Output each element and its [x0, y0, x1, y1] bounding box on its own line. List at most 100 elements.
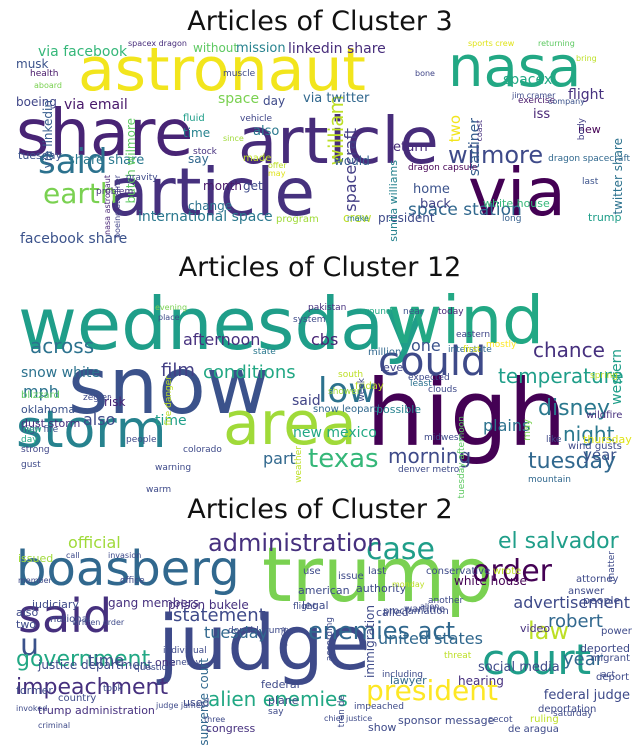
- cloud-word: fluid: [183, 113, 205, 124]
- cloud-word: since: [223, 134, 244, 143]
- cloud-word: say: [268, 707, 284, 717]
- cloud-word: area: [223, 389, 357, 459]
- cloud-word: country: [58, 693, 97, 704]
- cloud-word: dust storm: [21, 417, 81, 430]
- cloud-word: back: [420, 197, 451, 212]
- cloud-word: colorado: [183, 445, 222, 455]
- cloud-word: advertisement: [513, 593, 630, 612]
- cloud-word: via twitter: [303, 91, 370, 106]
- cloud-word: disney: [538, 396, 611, 421]
- cloud-word: south: [338, 370, 364, 380]
- cloud-word: wartime: [404, 604, 446, 615]
- cloud-word: change: [188, 199, 233, 213]
- cloud-word: prison bukele: [168, 598, 249, 612]
- cloud-word: dragon capsule: [408, 163, 478, 173]
- cloud-word: fire danger: [164, 376, 174, 426]
- cloud-word: administration: [208, 529, 383, 557]
- cloud-word: wind gusts: [568, 441, 622, 452]
- cloud-word: tuesday: [18, 149, 63, 162]
- cloud-word: tuesday afternoon: [457, 416, 467, 499]
- cloud-word: million: [368, 347, 402, 358]
- cloud-word: shower: [328, 387, 361, 397]
- cloud-word: spacex dragon: [128, 40, 187, 48]
- cloud-word: said: [38, 142, 108, 182]
- cloud-word: month: [203, 179, 242, 193]
- cloud-word: may: [268, 169, 286, 178]
- cloud-word: last: [582, 177, 599, 187]
- cloud-word: muscle: [223, 69, 256, 79]
- cloud-word: space station: [408, 200, 522, 220]
- cloud-word: expected: [408, 373, 450, 383]
- cloud-word: member: [18, 576, 52, 585]
- cloud-word: boeing starliner: [113, 175, 122, 239]
- cloud-word: robert: [548, 611, 603, 632]
- cluster-3-title: Articles of Cluster 3: [187, 6, 453, 37]
- cloud-word: program: [276, 214, 319, 225]
- cloud-word: astronaut: [78, 40, 366, 105]
- cloud-word: first: [463, 345, 481, 355]
- cloud-word: sports crew: [468, 40, 515, 48]
- cloud-word: nasa: [448, 40, 582, 100]
- cloud-word: week: [357, 378, 367, 402]
- cloud-word: day: [21, 435, 38, 445]
- cloud-word: snow white: [21, 365, 100, 381]
- cloud-word: tuesday: [528, 449, 617, 474]
- cloud-word: interstate: [448, 345, 492, 355]
- cloud-word: statement: [173, 605, 266, 626]
- cloud-word: jim cramer: [512, 91, 556, 100]
- cloud-word: federal judge: [543, 688, 630, 703]
- cloud-word: plane: [268, 694, 299, 707]
- cloud-word: office: [120, 576, 145, 586]
- cloud-word: like: [546, 435, 562, 445]
- cloud-word: conditions: [203, 362, 296, 383]
- cloud-word: show: [368, 721, 397, 734]
- cloud-word: snow leopard: [313, 404, 380, 415]
- cloud-word: court: [482, 635, 592, 684]
- cloud-word: new mexico: [293, 425, 377, 441]
- cloud-word: individual: [163, 646, 207, 656]
- cloud-word: time: [88, 651, 125, 670]
- cloud-word: place: [158, 313, 180, 322]
- cloud-word: time: [183, 126, 211, 140]
- cloud-word: pakistan: [308, 303, 347, 313]
- cloud-word: sponsor message: [398, 714, 495, 727]
- cloud-word: warm: [146, 485, 172, 495]
- cloud-word: also: [253, 124, 280, 139]
- cloud-word: el salvador: [498, 529, 619, 554]
- cluster-12-title: Articles of Cluster 12: [178, 252, 462, 283]
- cloud-word: mountain: [528, 475, 571, 485]
- cloud-word: two: [16, 618, 37, 631]
- cloud-word: wilmore: [448, 141, 544, 169]
- cloud-word: two: [446, 115, 464, 143]
- cloud-word: problem: [96, 187, 134, 197]
- cloud-word: zegler: [83, 393, 111, 403]
- cloud-word: white house: [454, 574, 527, 588]
- cloud-word: matter: [607, 551, 617, 582]
- cloud-word: impeached: [354, 702, 404, 712]
- cloud-word: official: [68, 533, 121, 552]
- cloud-word: aboard: [34, 81, 63, 90]
- cloud-word: trump: [588, 211, 622, 224]
- cloud-word: government: [16, 647, 151, 672]
- cloud-word: temperature: [498, 364, 624, 388]
- cloud-word: strong: [21, 445, 50, 455]
- cloud-word: earth: [43, 177, 118, 210]
- cloud-word: across: [30, 334, 95, 358]
- cloud-word: without: [193, 41, 239, 55]
- cloud-word: u: [20, 628, 40, 663]
- cloud-word: answer: [568, 586, 605, 597]
- cloud-word: mph: [23, 382, 59, 401]
- cloud-word: friday: [355, 381, 384, 392]
- cloud-word: flight: [293, 602, 317, 612]
- cloud-word: sunita williams: [387, 160, 400, 242]
- cloud-word: mission: [236, 41, 286, 56]
- cloud-word: around: [360, 307, 392, 317]
- cloud-word: via: [468, 154, 566, 231]
- cloud-word: near: [403, 307, 424, 317]
- cloud-word: may: [522, 419, 533, 441]
- cloud-word: health: [30, 69, 59, 79]
- cloud-word: thursday: [583, 433, 632, 446]
- cloud-word: act: [601, 670, 615, 680]
- cloud-word: film: [161, 360, 195, 381]
- cloud-word: system: [293, 315, 326, 325]
